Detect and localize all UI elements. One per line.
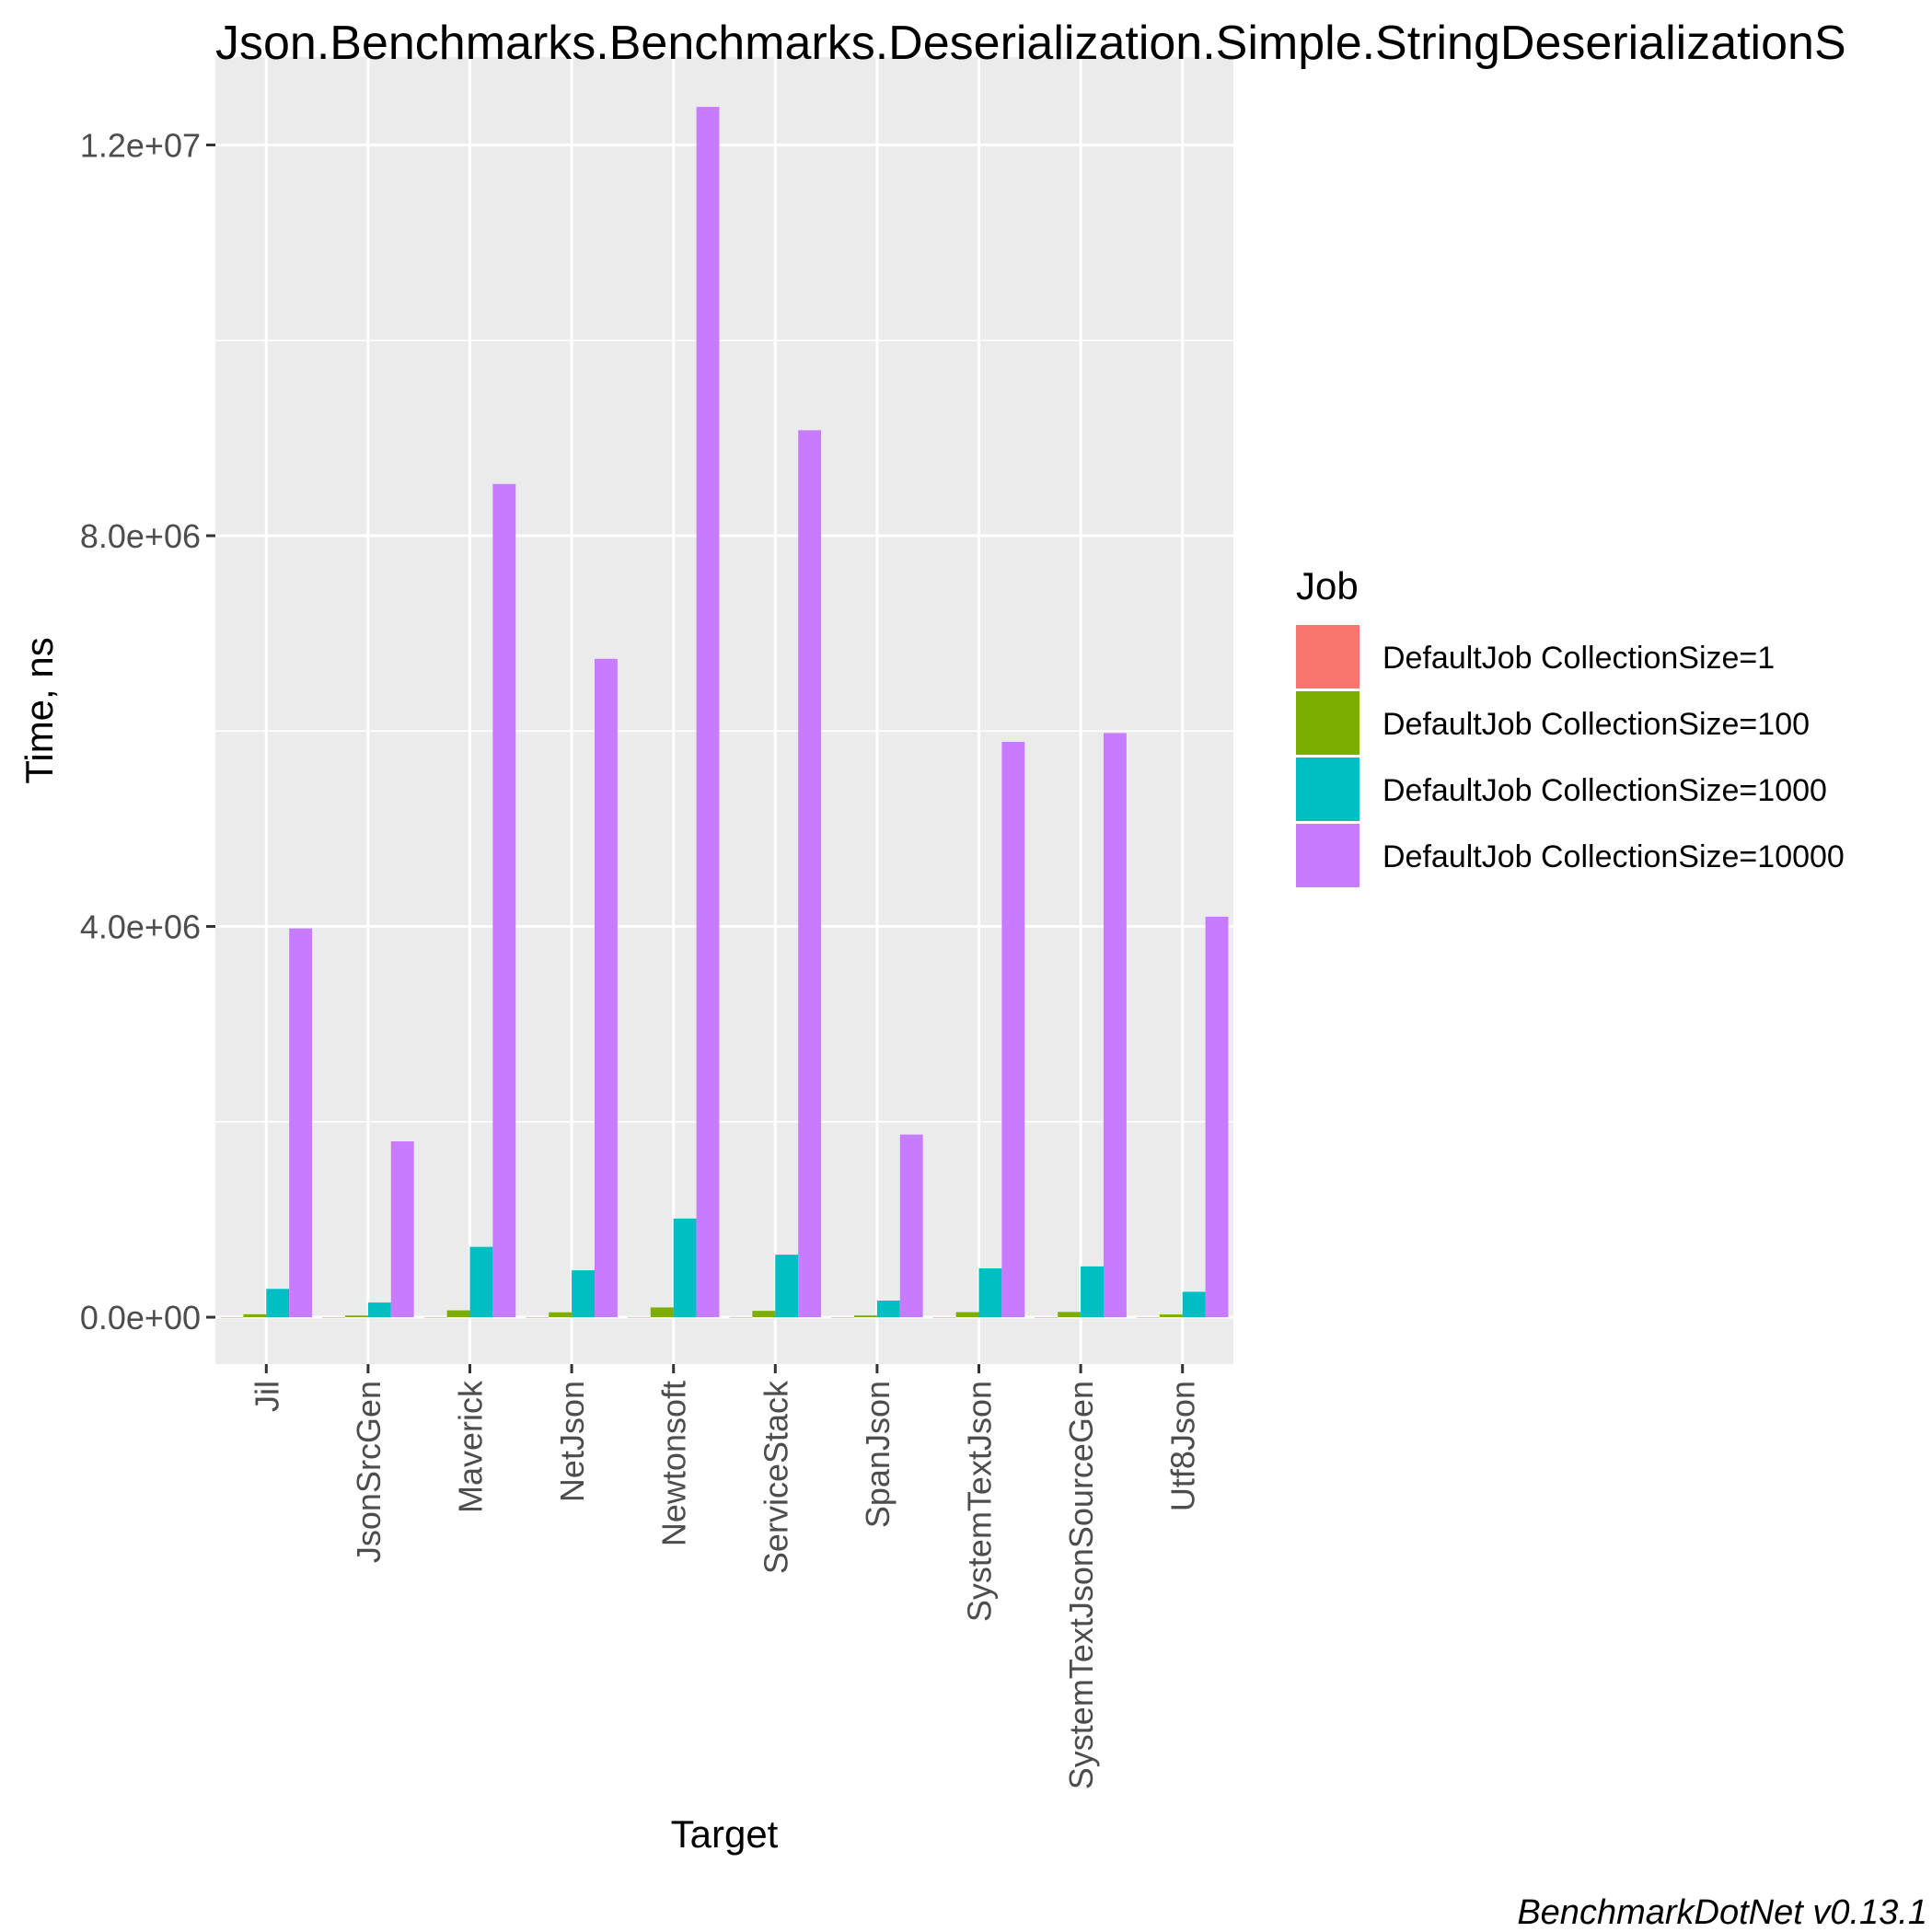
bar-Jil-series-2 bbox=[243, 1313, 267, 1318]
x-axis-label: Target bbox=[671, 1812, 779, 1856]
y-axis: 0.0e+00 4.0e+06 8.0e+06 1.2e+07 bbox=[80, 127, 215, 1336]
bar-Utf8Json-series-2 bbox=[1159, 1314, 1183, 1318]
bar-SystemTextJson-series-3 bbox=[978, 1267, 1002, 1318]
plot-panel bbox=[215, 57, 1233, 1364]
bar-Newtonsoft-series-3 bbox=[673, 1218, 697, 1318]
x-tick-label: Utf8Json bbox=[1164, 1381, 1202, 1511]
bar-Maverick-series-3 bbox=[469, 1246, 493, 1318]
bar-SystemTextJson-series-2 bbox=[955, 1312, 979, 1318]
bar-Maverick-series-2 bbox=[446, 1310, 470, 1318]
bar-SystemTextJson-series-1 bbox=[932, 1317, 956, 1318]
x-tick-label: Maverick bbox=[452, 1380, 490, 1513]
legend-title: Job bbox=[1296, 564, 1359, 607]
bar-NetJson-series-3 bbox=[572, 1270, 595, 1318]
bar-Utf8Json-series-4 bbox=[1205, 916, 1229, 1318]
x-tick-label: Newtonsoft bbox=[655, 1381, 693, 1546]
bar-NetJson-series-4 bbox=[594, 658, 618, 1318]
bar-JsonSrcGen-series-4 bbox=[390, 1141, 414, 1318]
bar-ServiceStack-series-1 bbox=[729, 1316, 753, 1318]
y-tick-label: 8.0e+06 bbox=[80, 517, 201, 555]
bar-SystemTextJsonSourceGen-series-3 bbox=[1081, 1266, 1104, 1318]
legend-label: DefaultJob CollectionSize=100 bbox=[1382, 707, 1810, 742]
caption: BenchmarkDotNet v0.13.1 bbox=[1517, 1893, 1927, 1932]
bar-NetJson-series-1 bbox=[526, 1317, 550, 1318]
bars bbox=[220, 107, 1229, 1318]
legend-key bbox=[1296, 691, 1359, 755]
y-axis-label: Time, ns bbox=[17, 637, 61, 783]
bar-SpanJson-series-2 bbox=[854, 1315, 877, 1318]
bar-Newtonsoft-series-4 bbox=[696, 107, 720, 1318]
bar-JsonSrcGen-series-3 bbox=[367, 1302, 391, 1318]
bar-SystemTextJsonSourceGen-series-1 bbox=[1035, 1317, 1059, 1318]
bar-SpanJson-series-1 bbox=[831, 1317, 855, 1318]
bar-NetJson-series-2 bbox=[549, 1312, 573, 1318]
bar-Utf8Json-series-3 bbox=[1182, 1291, 1206, 1318]
legend-label: DefaultJob CollectionSize=1 bbox=[1382, 641, 1775, 676]
x-tick-label: SystemTextJsonSourceGen bbox=[1062, 1381, 1100, 1789]
bar-Jil-series-1 bbox=[220, 1317, 244, 1318]
y-tick-label: 4.0e+06 bbox=[80, 908, 201, 946]
x-tick-label: JsonSrcGen bbox=[350, 1381, 388, 1563]
bar-Newtonsoft-series-2 bbox=[650, 1307, 674, 1318]
y-tick-label: 1.2e+07 bbox=[80, 127, 201, 165]
legend: Job DefaultJob CollectionSize=1 DefaultJo… bbox=[1296, 564, 1845, 887]
bar-Utf8Json-series-1 bbox=[1136, 1317, 1160, 1318]
x-tick-label: SpanJson bbox=[859, 1381, 897, 1528]
bar-Jil-series-3 bbox=[266, 1289, 290, 1318]
x-tick-label: Jil bbox=[248, 1381, 285, 1412]
legend-label: DefaultJob CollectionSize=1000 bbox=[1382, 773, 1827, 808]
bar-Jil-series-4 bbox=[289, 928, 313, 1318]
bar-Maverick-series-1 bbox=[423, 1316, 447, 1318]
bar-SpanJson-series-4 bbox=[899, 1134, 923, 1318]
y-tick-label: 0.0e+00 bbox=[80, 1299, 201, 1336]
grid-major-lines bbox=[215, 57, 1233, 1364]
bar-SpanJson-series-3 bbox=[876, 1301, 900, 1318]
legend-key bbox=[1296, 824, 1359, 887]
bar-ServiceStack-series-4 bbox=[798, 430, 822, 1318]
bar-ServiceStack-series-2 bbox=[752, 1311, 776, 1318]
x-axis: Jil JsonSrcGen Maverick NetJson Newtonsoft Se… bbox=[248, 1364, 1202, 1789]
legend-key bbox=[1296, 625, 1359, 688]
legend-key bbox=[1296, 758, 1359, 821]
legend-label: DefaultJob CollectionSize=10000 bbox=[1382, 839, 1845, 874]
bar-ServiceStack-series-3 bbox=[775, 1255, 799, 1318]
bar-SystemTextJson-series-4 bbox=[1001, 741, 1025, 1318]
bar-JsonSrcGen-series-1 bbox=[322, 1317, 346, 1318]
x-tick-label: NetJson bbox=[553, 1381, 591, 1502]
bar-SystemTextJsonSourceGen-series-4 bbox=[1103, 733, 1127, 1318]
bar-JsonSrcGen-series-2 bbox=[345, 1315, 368, 1318]
x-tick-label: SystemTextJson bbox=[961, 1381, 999, 1622]
bar-Newtonsoft-series-1 bbox=[627, 1316, 651, 1318]
x-tick-label: ServiceStack bbox=[757, 1380, 794, 1574]
bar-SystemTextJsonSourceGen-series-2 bbox=[1058, 1312, 1082, 1318]
bar-Maverick-series-4 bbox=[492, 483, 516, 1318]
chart-title: Json.Benchmarks.Benchmarks.Deserializati… bbox=[215, 17, 1846, 70]
grid-minor-lines bbox=[215, 340, 1233, 1123]
